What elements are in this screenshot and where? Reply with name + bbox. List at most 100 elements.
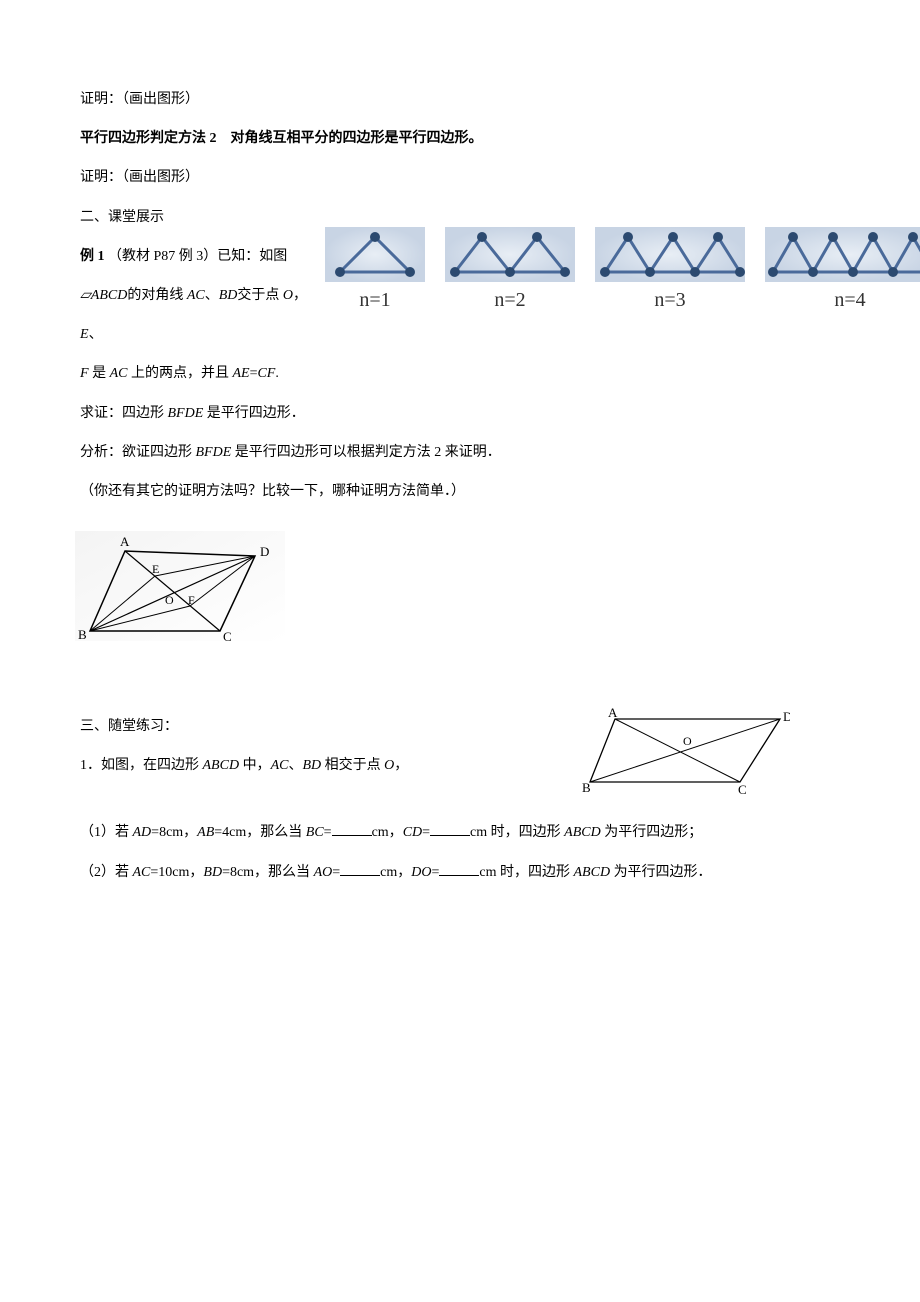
var-bd: BD: [203, 865, 222, 880]
text: （2）若: [80, 865, 129, 880]
text: cm 时，四边形: [470, 825, 561, 840]
example-1-label: 例 1: [80, 249, 105, 264]
question-1-sub-1: （1）若 AD=8cm，AB=4cm，那么当 BC=cm，CD=cm 时，四边形…: [80, 813, 840, 852]
text: 、: [89, 327, 103, 342]
blank-input[interactable]: [340, 861, 380, 876]
text: 分析：欲证四边形: [80, 445, 192, 460]
triangle-n3: n=3: [595, 227, 745, 314]
label-C: C: [738, 782, 747, 797]
var-ad: AD: [133, 825, 152, 840]
var-abcd: ABCD: [91, 288, 128, 303]
triangle-svg-3: [595, 227, 745, 282]
var-bd: BD: [219, 288, 238, 303]
var-cf: CF: [257, 366, 275, 381]
section-3-heading: 三、随堂练习：: [80, 707, 540, 746]
proof-line-2: 证明：（画出图形）: [80, 158, 840, 197]
proof-line-1: 证明：（画出图形）: [80, 80, 840, 119]
triangle-svg-2: [445, 227, 575, 282]
label-C: C: [223, 629, 232, 644]
triangle-svg-4: [765, 227, 920, 282]
label-n2: n=2: [494, 286, 525, 314]
triangle-n1: n=1: [325, 227, 425, 314]
example-1-line-6: （你还有其它的证明方法吗？比较一下，哪种证明方法简单．）: [80, 472, 840, 511]
blank-input[interactable]: [439, 861, 479, 876]
text: 求证：四边形: [80, 406, 164, 421]
text: 、: [288, 758, 302, 773]
var-bd: BD: [302, 758, 321, 773]
var-ac: AC: [133, 865, 151, 880]
text: ，: [394, 758, 408, 773]
text: ，: [293, 288, 307, 303]
text: =10cm，: [150, 865, 203, 880]
text: 是平行四边形．: [207, 406, 305, 421]
section-3-row: 三、随堂练习： 1．如图，在四边形 ABCD 中，AC、BD 相交于点 O ， A…: [80, 707, 840, 813]
var-bc: BC: [306, 825, 324, 840]
var-ac: AC: [110, 366, 128, 381]
triangle-diagrams: n=1 n=2 n=3: [325, 227, 920, 314]
text: 的对角线: [127, 288, 183, 303]
label-O: O: [165, 593, 174, 607]
triangle-n2: n=2: [445, 227, 575, 314]
theorem-2-text: 对角线互相平分的四边形是平行四边形。: [217, 131, 483, 146]
var-bfde: BFDE: [196, 445, 232, 460]
var-ac: AC: [187, 288, 205, 303]
text: 为平行四边形．: [614, 865, 712, 880]
text: 是平行四边形可以根据判定方法 2 来证明．: [235, 445, 501, 460]
label-n4: n=4: [834, 286, 865, 314]
theorem-2-label: 平行四边形判定方法 2: [80, 131, 217, 146]
example-1-line-3: F 是 AC 上的两点，并且 AE=CF.: [80, 354, 315, 393]
parallelogram-figure-2: A D B C O: [580, 707, 790, 813]
triangle-n4: n=4: [765, 227, 920, 314]
blank-input[interactable]: [332, 821, 372, 836]
text: 1．如图，在四边形: [80, 758, 199, 773]
example-1-row: 例 1 （教材 P87 例 3）已知：如图 ▱ABCD的对角线 AC 、 BD交于点…: [80, 237, 840, 394]
label-E: E: [152, 562, 159, 576]
text: =: [431, 865, 439, 880]
triangle-svg-1: [325, 227, 425, 282]
text: 交于点: [237, 288, 279, 303]
text: =8cm，那么当: [222, 865, 310, 880]
var-ae: AE: [232, 366, 249, 381]
example-1-line-5: 分析：欲证四边形 BFDE 是平行四边形可以根据判定方法 2 来证明．: [80, 433, 840, 472]
label-n3: n=3: [654, 286, 685, 314]
text: 中，: [243, 758, 271, 773]
text: 为平行四边形；: [604, 825, 702, 840]
var-f: F: [80, 366, 89, 381]
label-O: O: [683, 734, 692, 748]
text: cm，: [380, 865, 411, 880]
label-B: B: [582, 780, 591, 795]
var-abcd: ABCD: [564, 825, 601, 840]
label-D: D: [260, 544, 269, 559]
text: =4cm，那么当: [214, 825, 302, 840]
example-1-line-4: 求证：四边形 BFDE 是平行四边形．: [80, 394, 840, 433]
example-1-line-2: ▱ABCD的对角线 AC、BD交于点 O，E、: [80, 276, 315, 354]
text: =: [324, 825, 332, 840]
question-1: 1．如图，在四边形 ABCD 中，AC、BD 相交于点 O，: [80, 746, 540, 785]
var-e: E: [80, 327, 89, 342]
text: （1）若: [80, 825, 129, 840]
label-A: A: [120, 534, 130, 549]
label-n1: n=1: [359, 286, 390, 314]
text: .: [275, 366, 279, 381]
var-abcd: ABCD: [574, 865, 611, 880]
text: =: [332, 865, 340, 880]
var-cd: CD: [403, 825, 422, 840]
parallelogram-figure-1: A D B C E F O: [75, 531, 840, 667]
var-ac: AC: [271, 758, 289, 773]
example-1-line-1: 例 1 （教材 P87 例 3）已知：如图: [80, 237, 315, 276]
var-bfde: BFDE: [168, 406, 204, 421]
parallelogram-symbol: ▱: [80, 288, 91, 303]
text: =: [422, 825, 430, 840]
theorem-2: 平行四边形判定方法 2 对角线互相平分的四边形是平行四边形。: [80, 119, 840, 158]
text: 上的两点，并且: [131, 366, 229, 381]
label-F: F: [188, 593, 195, 607]
text: 相交于点: [325, 758, 381, 773]
var-ao: AO: [314, 865, 333, 880]
blank-input[interactable]: [430, 821, 470, 836]
var-abcd: ABCD: [203, 758, 240, 773]
label-B: B: [78, 627, 87, 642]
question-1-sub-2: （2）若 AC=10cm，BD=8cm，那么当 AO=cm，DO=cm 时，四边…: [80, 853, 840, 892]
text: cm 时，四边形: [479, 865, 570, 880]
text: =8cm，: [151, 825, 197, 840]
example-1-text-1: （教材 P87 例 3）已知：如图: [108, 249, 287, 264]
